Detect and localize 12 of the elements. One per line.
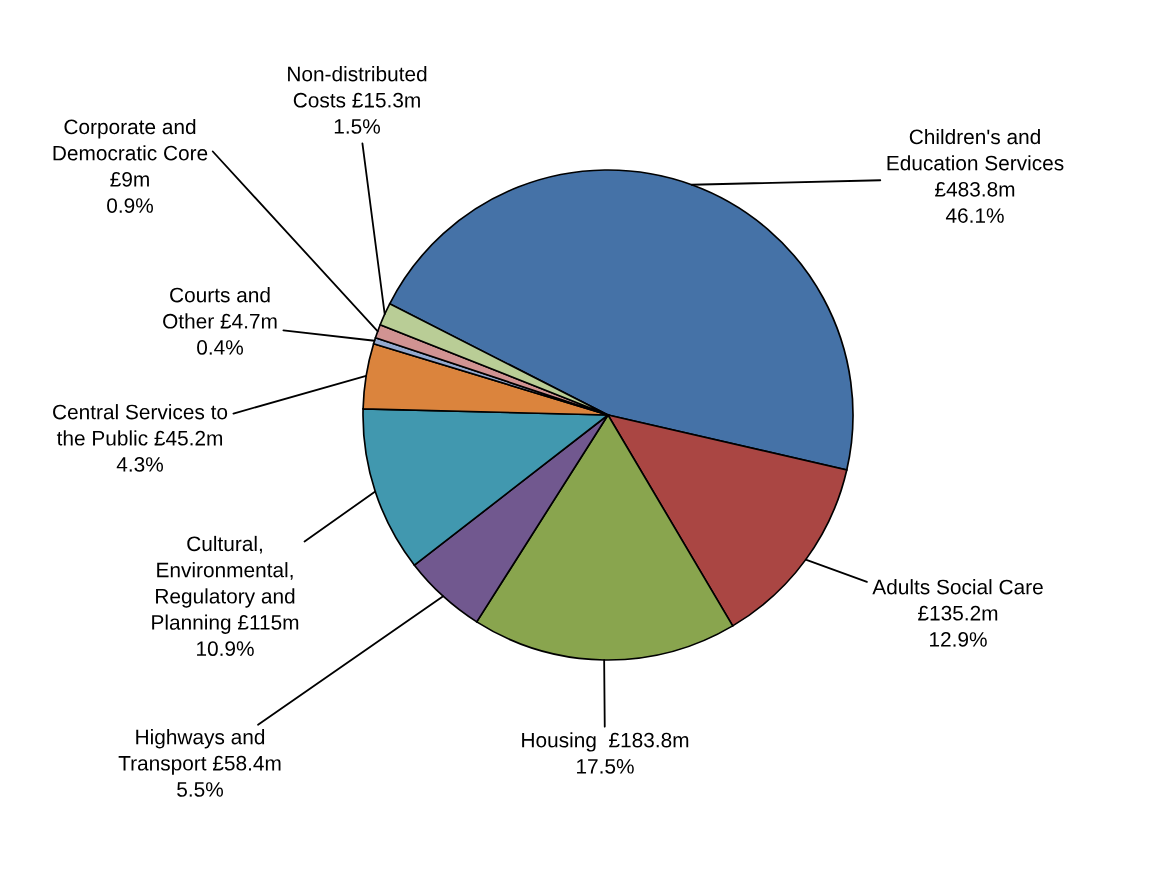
slice-label: Corporate and Democratic Core — [53, 118, 208, 161]
slice-label: Highways and Transport £58.4m 5.5% — [118, 729, 281, 797]
slice-label: Cultural, Environmental, Regulatory and Planning £115m 10.9% — [152, 535, 299, 657]
slice-label: Adults Social Care — [872, 579, 1043, 595]
data-label: £483.8m 46.1% — [935, 181, 1015, 223]
slice-label: Children's and Education Services — [887, 128, 1064, 171]
data-label: £135.2m 12.9% — [918, 605, 998, 647]
data-label: £9m 0.9% — [107, 171, 153, 213]
slice-label: Non-distributed Costs £15.3m 1.5% — [288, 66, 427, 134]
slice-label: Courts and Other £4.7m 0.4% — [163, 287, 277, 355]
slice-label: Central Services to the Public £45.2m 4.3% — [53, 404, 228, 472]
slice-label: Housing £183.8m 17.5% — [522, 732, 689, 774]
